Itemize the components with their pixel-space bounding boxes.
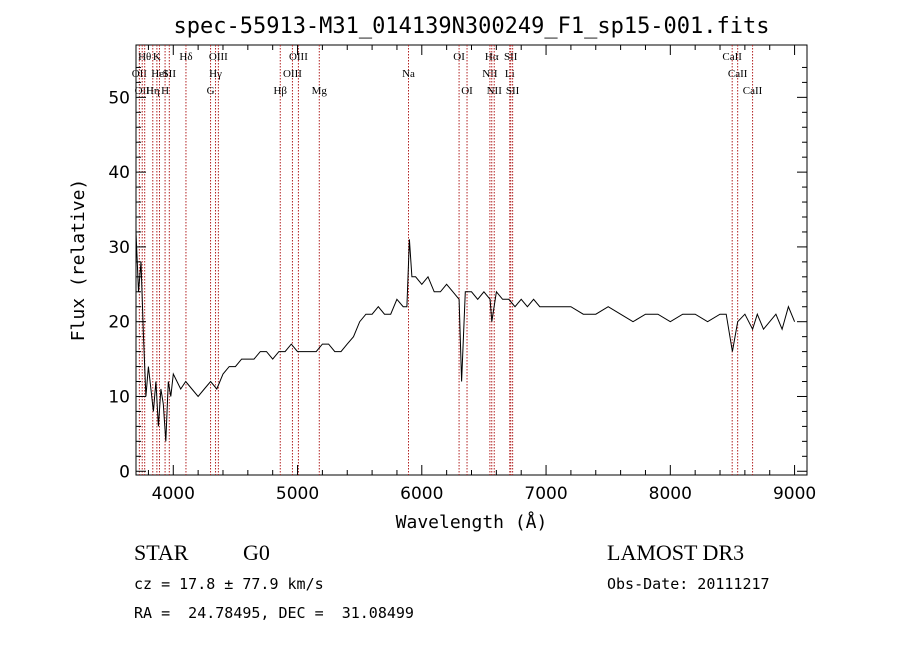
line-marker-label: OI: [461, 85, 473, 97]
line-marker-label: G: [207, 85, 215, 97]
y-axis-label: Flux (relative): [68, 179, 89, 342]
line-marker-label: NII: [487, 85, 503, 97]
y-tick-label: 30: [108, 238, 130, 258]
line-marker-label: CaII: [743, 85, 763, 97]
subclass-label: G0: [243, 540, 270, 565]
line-marker-label: Hθ: [138, 51, 151, 63]
spectrum-line: [135, 231, 796, 442]
y-tick-label: 10: [108, 387, 130, 407]
line-marker-label: SII: [504, 51, 518, 63]
y-tick-label: 20: [108, 313, 130, 333]
plot-frame: [135, 44, 808, 476]
line-marker-label: Mg: [312, 85, 328, 97]
line-marker-label: H: [161, 85, 169, 97]
x-tick-label: 6000: [400, 484, 443, 504]
x-tick-label: 9000: [773, 484, 816, 504]
line-marker-label: SII: [506, 85, 520, 97]
line-marker-label: Hδ: [179, 51, 192, 63]
line-marker-label: Hη: [146, 85, 160, 97]
line-marker-label: OII: [132, 68, 148, 80]
line-marker-label: HeI: [151, 68, 168, 80]
line-marker-label: Na: [402, 68, 415, 80]
line-marker-label: CaII: [722, 51, 742, 63]
line-marker-label: OI: [453, 51, 465, 63]
line-marker-label: CaII: [728, 68, 748, 80]
chart-title: spec-55913-M31_014139N300249_F1_sp15-001…: [173, 14, 769, 39]
survey-label: LAMOST DR3: [607, 540, 745, 565]
y-tick-label: 0: [119, 462, 130, 482]
line-marker-label: Hβ: [273, 85, 287, 97]
x-tick-label: 5000: [276, 484, 319, 504]
x-tick-label: 4000: [152, 484, 195, 504]
class-label: STAR: [134, 540, 189, 565]
line-marker-label: OIII: [289, 51, 308, 63]
line-marker-label: OIII: [209, 51, 228, 63]
line-marker-label: K: [153, 51, 161, 63]
line-marker-label: Li: [505, 68, 515, 80]
cz-label: cz = 17.8 ± 77.9 km/s: [134, 575, 324, 593]
y-tick-label: 40: [108, 163, 130, 183]
x-tick-label: 8000: [649, 484, 692, 504]
x-axis-label: Wavelength (Å): [396, 511, 548, 533]
line-marker-label: Hγ: [209, 68, 222, 80]
x-tick-label: 7000: [524, 484, 567, 504]
y-tick-label: 50: [108, 88, 130, 108]
line-marker-label: Hα: [485, 51, 499, 63]
obsdate-label: Obs-Date: 20111217: [607, 575, 770, 593]
radec-label: RA = 24.78495, DEC = 31.08499: [134, 604, 414, 622]
line-marker-label: OII: [135, 85, 151, 97]
line-marker-label: OIII: [283, 68, 302, 80]
line-marker-label: NII: [482, 68, 498, 80]
line-marker-label: SII: [163, 68, 177, 80]
